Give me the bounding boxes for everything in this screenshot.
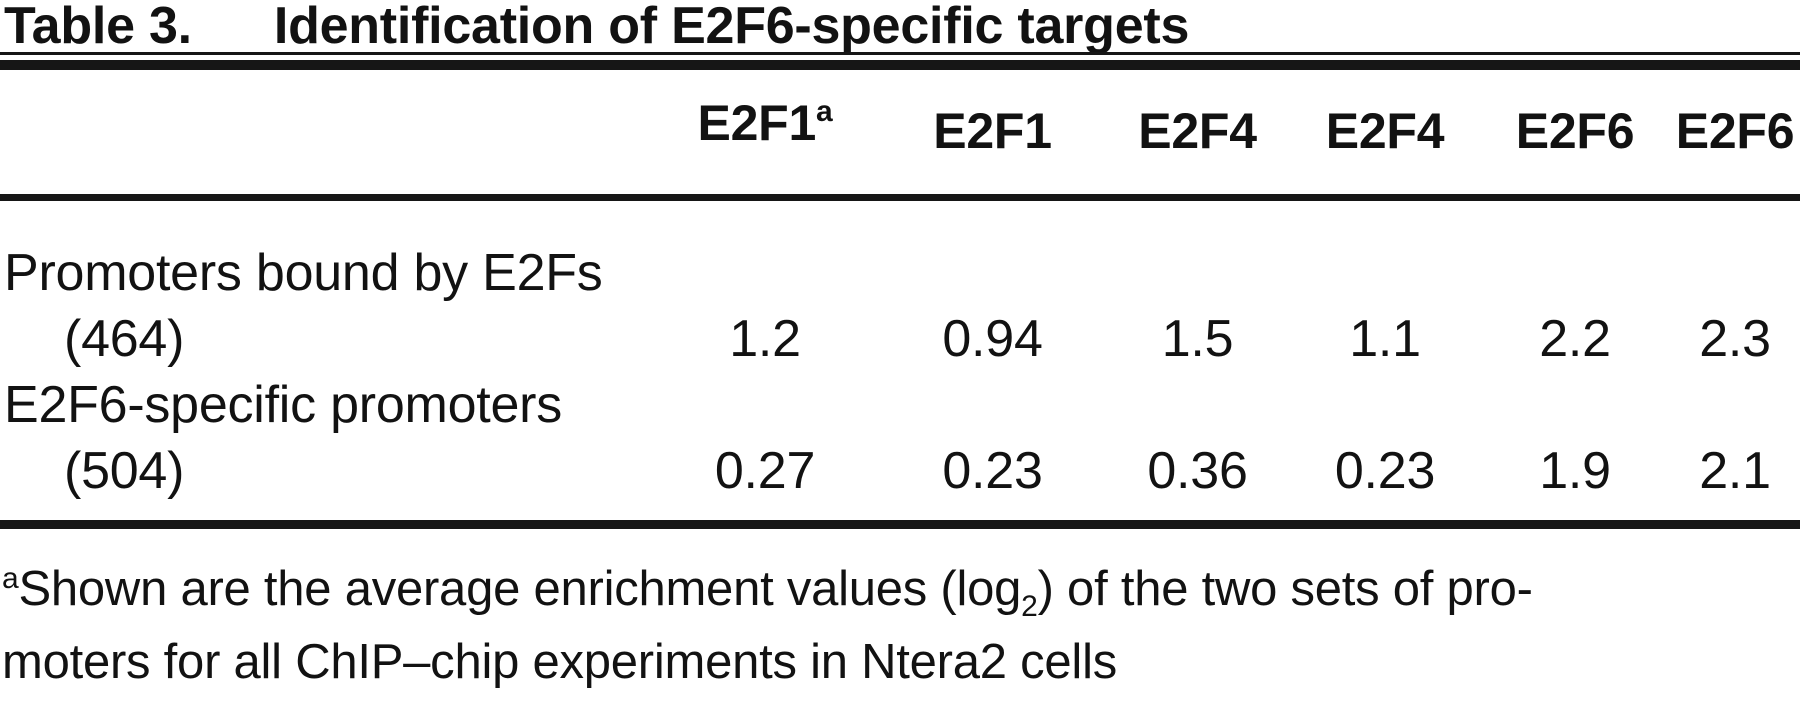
cell-r1-e2f4-1: 1.5 [1161, 310, 1234, 368]
cell-r2-e2f4-2: 0.23 [1334, 442, 1436, 500]
table-title: Table 3. Identification of E2F6-specific … [4, 0, 1800, 52]
footnote-text-before-sub: Shown are the average enrichment values … [18, 562, 1022, 616]
row-count-464: (464) [64, 310, 185, 368]
header-body-rule [0, 194, 1800, 201]
cell-r1-e2f6-1: 2.2 [1539, 310, 1611, 368]
footnote-line-2: moters for all ChIP–chip experiments in … [2, 635, 1117, 689]
footnote-marker: a [2, 562, 19, 595]
cell-r2-e2f6-1: 1.9 [1539, 442, 1611, 500]
cell-r2-e2f1: 0.23 [942, 442, 1043, 500]
footnote-line-1: aShown are the average enrichment values… [2, 556, 1782, 629]
title-rule-thick [0, 60, 1800, 70]
table-number: Table 3. [4, 0, 192, 55]
cell-r2-e2f6-2: 2.1 [1699, 442, 1771, 500]
column-header-e2f4-2: E2F4 [1325, 103, 1445, 159]
title-rule-thin [0, 52, 1800, 55]
table-bottom-rule [0, 520, 1800, 529]
cell-r1-e2f4-2: 1.1 [1349, 310, 1421, 368]
row-count-504: (504) [64, 442, 185, 500]
column-header-e2f6-2: E2F6 [1675, 103, 1795, 159]
cell-r1-e2f1: 0.94 [942, 310, 1043, 368]
column-header-e2f4-1: E2F4 [1138, 103, 1257, 159]
cell-r2-e2f1a: 0.27 [714, 442, 816, 500]
row-label-e2f6-specific: E2F6-specific promoters [4, 376, 562, 434]
table-body: Promoters bound by E2Fs (464) 1.2 0.94 1… [0, 236, 1800, 500]
column-header-e2f1: E2F1 [933, 103, 1052, 159]
table-caption: Identification of E2F6-specific targets [273, 0, 1190, 55]
row-label-promoters-bound: Promoters bound by E2Fs [4, 244, 603, 302]
log2-subscript: 2 [1021, 590, 1038, 623]
column-header-e2f1a: E2F1a [697, 95, 833, 151]
column-header-e2f6-1: E2F6 [1515, 103, 1635, 159]
footnote-text-after-sub: ) of the two sets of pro- [1037, 562, 1533, 616]
footnote-marker-superscript: a [816, 95, 833, 128]
column-header-row: E2F1a E2F1 E2F4 E2F4 E2F6 E2F6 [0, 95, 1800, 158]
cell-r1-e2f1a: 1.2 [729, 310, 801, 368]
cell-r1-e2f6-2: 2.3 [1699, 310, 1771, 368]
table-footnote: aShown are the average enrichment values… [2, 556, 1782, 695]
cell-r2-e2f4-1: 0.36 [1147, 442, 1248, 500]
